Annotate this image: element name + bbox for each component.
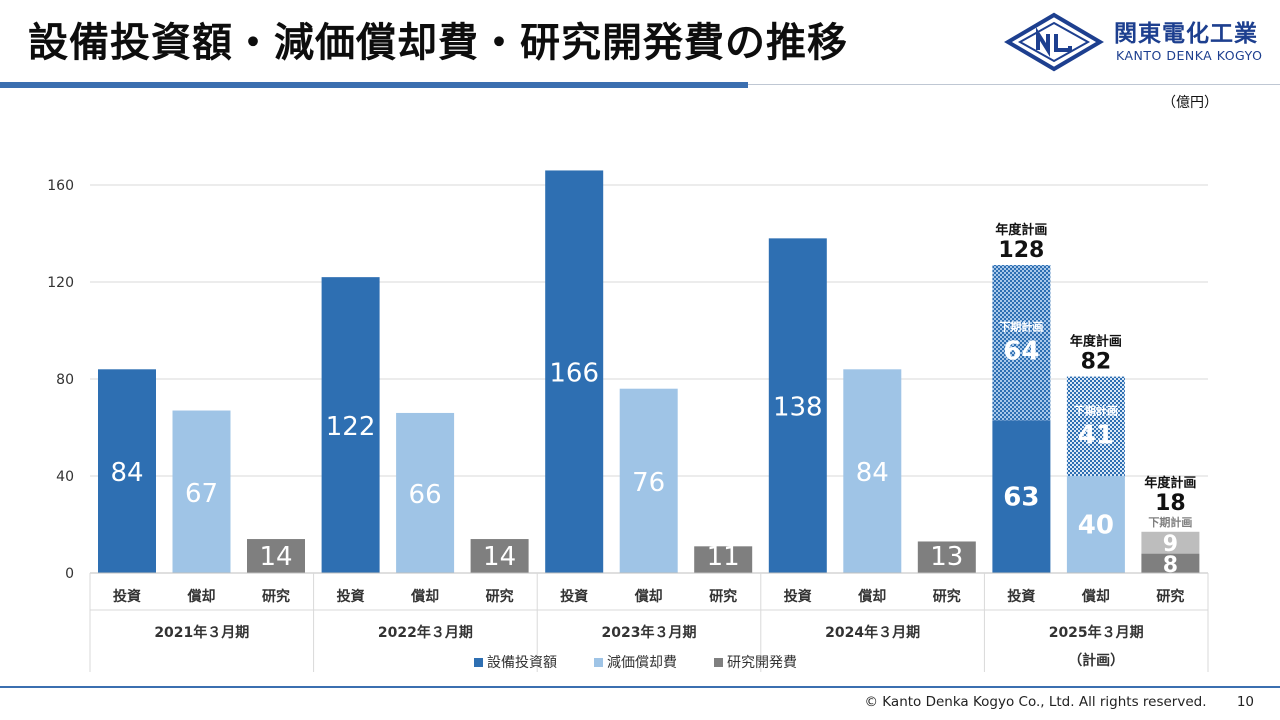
bar-plan-second-half <box>1066 376 1125 476</box>
x-tick-label: 研究 <box>933 588 961 605</box>
group-label: 2025年３月期 <box>1049 624 1144 641</box>
footer-rule <box>0 686 1280 688</box>
unit-label: （億円） <box>1162 95 1218 111</box>
legend-label-depreciation: 減価償却費 <box>607 654 677 671</box>
footer: © Kanto Denka Kogyo Co., Ltd. All rights… <box>865 694 1254 710</box>
x-tick-label: 研究 <box>709 588 737 605</box>
bar-invest <box>98 369 156 573</box>
y-tick-label: 40 <box>56 469 74 485</box>
x-tick-label: 償却 <box>187 588 216 605</box>
bar-research <box>917 541 976 573</box>
bar-research <box>247 539 305 573</box>
x-tick-label: 投資 <box>784 588 812 605</box>
group-sublabel: （計画） <box>1068 652 1124 669</box>
data-label-plan: 41 <box>1078 420 1114 450</box>
data-label: 67 <box>185 479 218 509</box>
plan-total-value: 128 <box>998 238 1044 263</box>
x-tick-label: 研究 <box>262 588 290 605</box>
legend-label-invest: 設備投資額 <box>487 655 557 671</box>
group-label: 2021年３月期 <box>154 624 249 641</box>
bar-invest <box>768 238 827 573</box>
group-label: 2024年３月期 <box>825 624 920 641</box>
legend-label-research: 研究開発費 <box>727 655 797 671</box>
data-label: 76 <box>632 468 665 498</box>
data-label: 13 <box>930 542 963 572</box>
x-tick-label: 償却 <box>1081 588 1110 605</box>
data-label: 14 <box>483 542 516 572</box>
x-tick-label: 研究 <box>486 588 514 605</box>
data-label: 8 <box>1163 553 1178 578</box>
x-tick-label: 研究 <box>1156 588 1184 605</box>
company-logo: 関東電化工業 KANTO DENKA KOGYO <box>1004 12 1274 72</box>
bar-depreciation <box>619 388 678 573</box>
data-label: 66 <box>409 480 442 510</box>
logo-name-en: KANTO DENKA KOGYO <box>1116 48 1263 63</box>
data-label: 11 <box>707 542 740 572</box>
plan-total-caption: 年度計画 <box>995 222 1047 238</box>
data-label: 84 <box>856 458 889 488</box>
group-label: 2022年３月期 <box>378 624 473 641</box>
bar-depreciation <box>1066 476 1125 573</box>
data-label: 138 <box>773 393 823 423</box>
y-tick-label: 80 <box>56 372 74 388</box>
x-tick-label: 投資 <box>337 588 365 605</box>
x-tick-label: 投資 <box>560 588 588 605</box>
data-label-plan: 64 <box>1003 337 1039 367</box>
plan-total-value: 82 <box>1081 350 1112 375</box>
bar-depreciation <box>396 412 455 573</box>
bar-invest <box>992 420 1051 573</box>
data-label: 14 <box>259 542 292 572</box>
bar-research <box>470 539 529 573</box>
plan-total-caption: 年度計画 <box>1144 475 1196 491</box>
bar-research <box>1141 553 1200 573</box>
data-label-plan: 9 <box>1163 532 1178 557</box>
title-rule <box>0 82 748 88</box>
logo-mark-icon <box>1004 12 1104 72</box>
bar-plan-second-half <box>1141 531 1200 554</box>
x-tick-label: 償却 <box>634 588 663 605</box>
plan-half-caption: 下期計画 <box>1074 403 1118 417</box>
bar-depreciation <box>843 369 902 573</box>
group-label: 2023年３月期 <box>602 624 697 641</box>
x-tick-label: 投資 <box>113 588 141 605</box>
bar-plan-second-half <box>992 265 1051 421</box>
bar-research <box>694 546 753 573</box>
plan-half-caption: 下期計画 <box>1148 515 1192 529</box>
logo-name-ja: 関東電化工業 <box>1114 21 1258 47</box>
plan-total-caption: 年度計画 <box>1070 334 1122 350</box>
data-label: 122 <box>326 412 376 442</box>
plan-half-caption: 下期計画 <box>999 320 1043 334</box>
x-tick-label: 投資 <box>1007 588 1035 605</box>
data-label: 166 <box>549 359 599 389</box>
y-tick-label: 0 <box>65 566 74 582</box>
page-number: 10 <box>1236 694 1254 710</box>
bar-invest <box>545 170 604 573</box>
bar-chart: 84671412266141667611138841363下期計画64128年度… <box>47 170 1209 672</box>
legend-swatch-research <box>714 658 723 667</box>
copyright-text: © Kanto Denka Kogyo Co., Ltd. All rights… <box>864 694 1207 710</box>
legend-swatch-invest <box>474 658 483 667</box>
x-tick-label: 償却 <box>410 588 439 605</box>
data-label: 84 <box>110 458 143 488</box>
y-tick-label: 120 <box>47 275 74 291</box>
legend-swatch-depreciation <box>594 658 603 667</box>
page-title: 設備投資額・減価償却費・研究開発費の推移 <box>28 20 848 66</box>
data-label: 40 <box>1078 511 1114 541</box>
bar-depreciation <box>172 410 231 573</box>
x-tick-label: 償却 <box>857 588 886 605</box>
plan-total-value: 18 <box>1155 491 1186 516</box>
data-label: 63 <box>1003 483 1039 513</box>
y-tick-label: 160 <box>47 178 74 194</box>
bar-invest <box>321 277 380 573</box>
